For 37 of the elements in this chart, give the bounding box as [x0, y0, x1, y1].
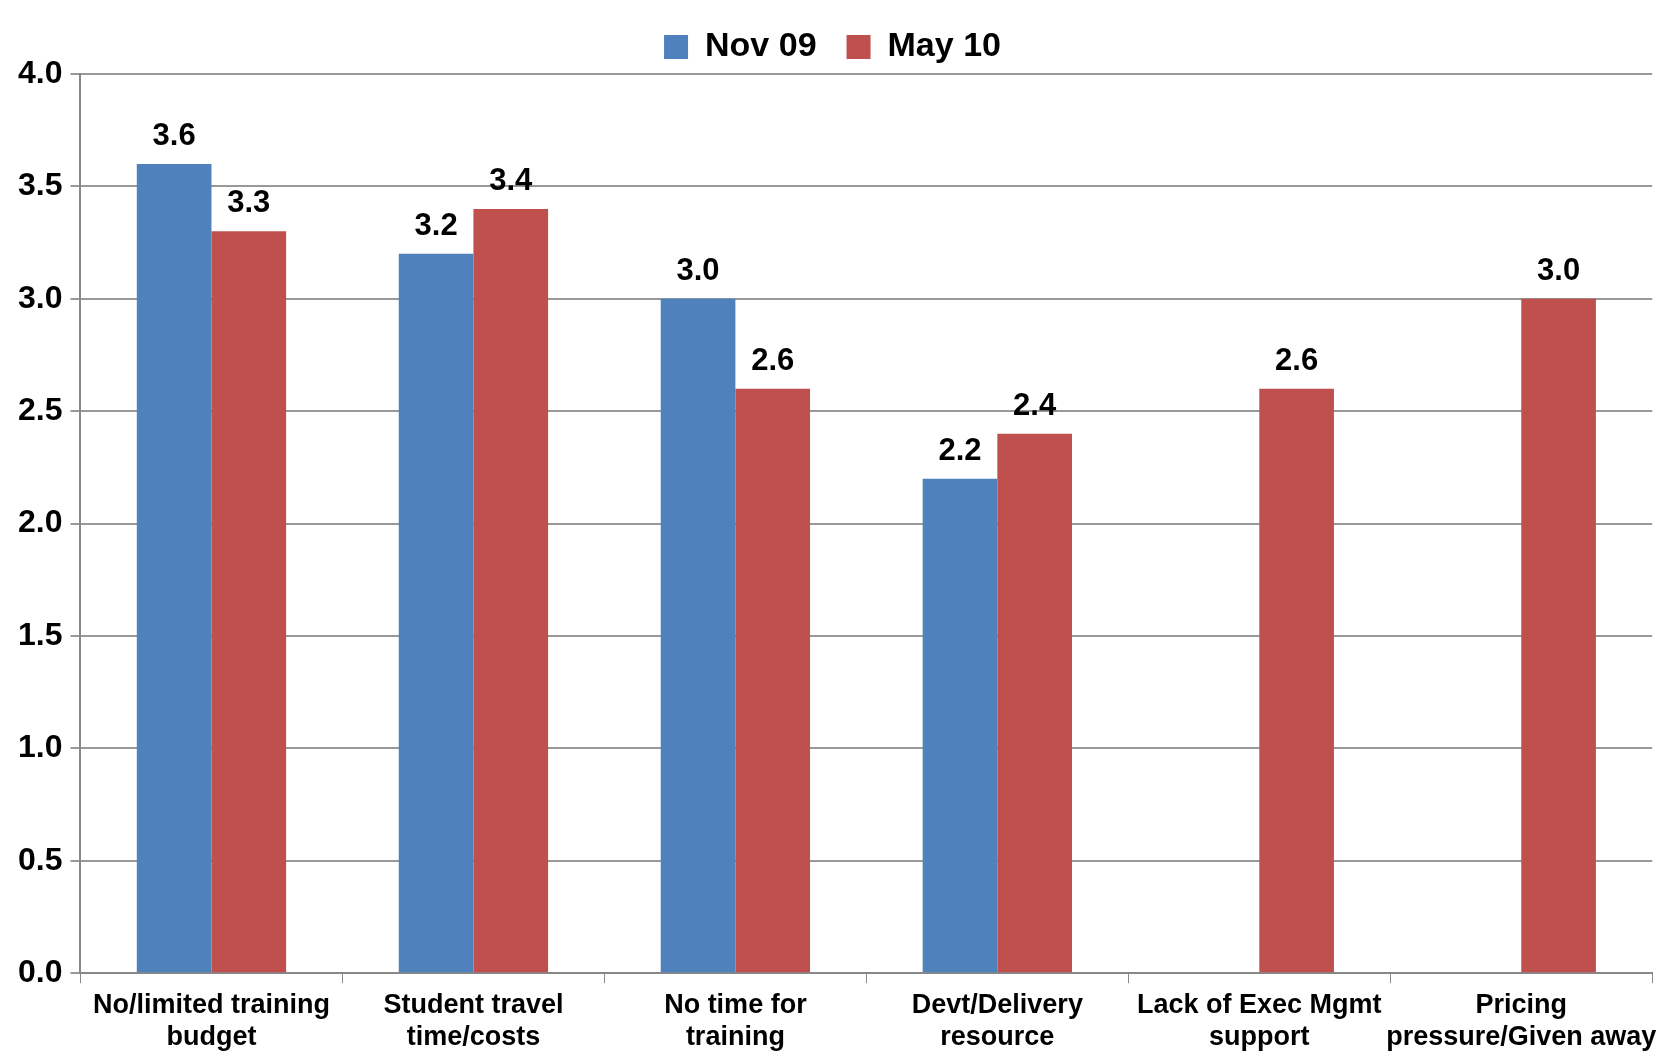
data-label: 3.4	[489, 161, 534, 197]
data-label: 3.2	[414, 206, 458, 242]
x-tick-label: Lack of Exec Mgmt support	[1137, 988, 1382, 1052]
y-tick-label: 1.5	[18, 615, 63, 652]
bar	[211, 231, 287, 973]
bar	[1259, 388, 1334, 973]
bar	[660, 298, 736, 973]
bar	[922, 478, 998, 973]
x-tick-label: Pricing pressure/Given away	[1386, 988, 1657, 1052]
y-tick-label: 3.5	[18, 166, 63, 203]
bar	[735, 388, 811, 973]
bar	[997, 433, 1072, 973]
x-tick-label: No time for training	[664, 988, 808, 1052]
bar	[1521, 298, 1596, 973]
bar	[136, 163, 212, 973]
y-tick-label: 0.5	[18, 840, 63, 877]
y-tick-label: 1.0	[18, 728, 63, 765]
data-label: 2.6	[1275, 341, 1319, 377]
legend-label: Nov 09	[705, 25, 817, 64]
bar	[473, 208, 549, 973]
data-label: 3.0	[676, 251, 720, 287]
data-label: 3.3	[227, 184, 271, 220]
y-tick-label: 3.0	[18, 278, 63, 315]
x-tick-label: Devt/Delivery resource	[911, 988, 1083, 1052]
legend-label: May 10	[887, 25, 1001, 64]
data-label: 2.4	[1013, 386, 1057, 422]
y-tick-label: 2.0	[18, 503, 63, 540]
x-tick-label: Student travel time/costs	[383, 988, 564, 1052]
y-tick-label: 2.5	[18, 391, 63, 428]
data-label: 2.2	[938, 431, 982, 467]
bar	[398, 253, 474, 973]
data-label: 3.6	[152, 116, 196, 152]
x-tick-label: No/limited training budget	[92, 988, 330, 1052]
data-label: 2.6	[751, 341, 795, 377]
data-label: 3.0	[1537, 251, 1581, 287]
y-tick-label: 0.0	[18, 953, 63, 990]
y-tick-label: 4.0	[18, 53, 63, 90]
